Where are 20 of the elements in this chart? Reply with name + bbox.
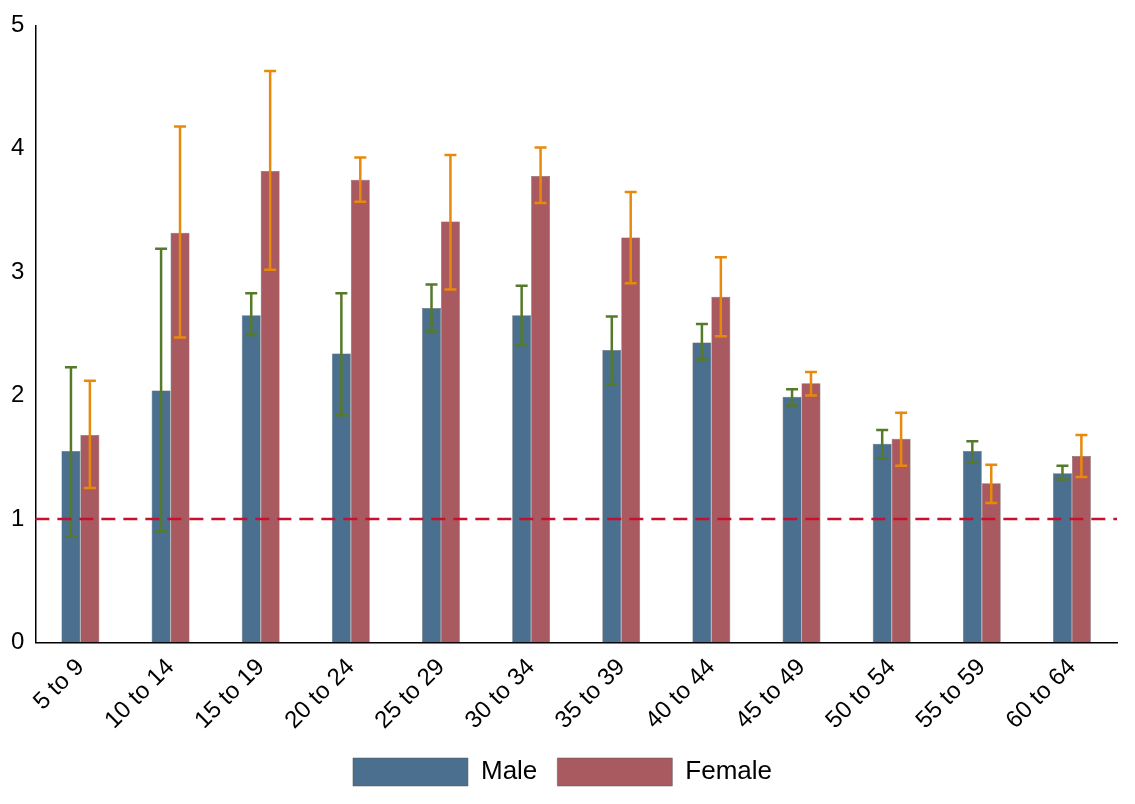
- x-tick-label: 60 to 64: [999, 652, 1081, 734]
- legend-label: Male: [480, 755, 538, 786]
- x-tick-label: 45 to 49: [729, 652, 810, 734]
- y-tick-label: 2: [10, 380, 25, 408]
- x-tick-label: 55 to 59: [909, 652, 991, 734]
- x-tick-label: 5 to 9: [27, 652, 89, 715]
- y-tick-label: 3: [10, 256, 25, 284]
- x-tick-label: 35 to 39: [549, 652, 630, 734]
- x-tick-label: 10 to 14: [98, 652, 179, 734]
- y-tick-label: 0: [10, 626, 25, 654]
- y-tick-label: 1: [10, 503, 25, 531]
- x-tick-label: 20 to 24: [278, 652, 360, 734]
- x-tick-label: 50 to 54: [819, 652, 900, 734]
- x-tick-label: 25 to 29: [368, 652, 450, 734]
- legend-label: Female: [685, 755, 773, 786]
- y-tick-label: 4: [10, 133, 25, 161]
- x-tick-label: 15 to 19: [188, 652, 269, 734]
- x-tick-label: 30 to 34: [458, 652, 540, 734]
- y-tick-label: 5: [10, 10, 25, 38]
- x-tick-label: 40 to 44: [639, 652, 720, 734]
